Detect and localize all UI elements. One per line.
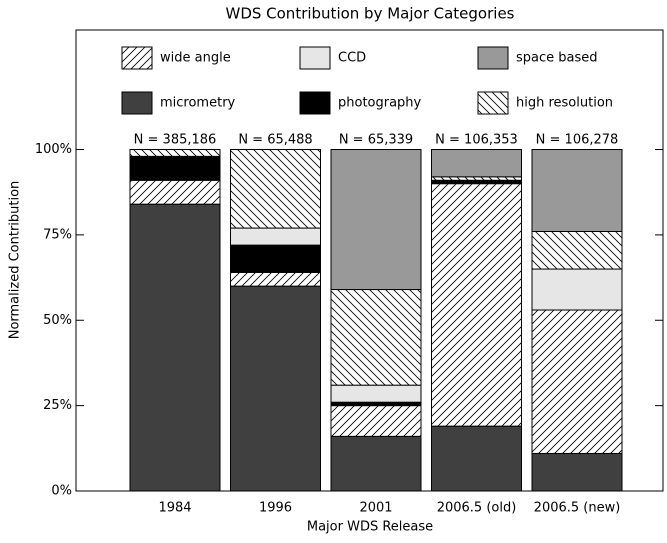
y-axis-label: Normalized Contribution <box>8 181 23 340</box>
legend-swatch <box>299 91 331 115</box>
bar-segment <box>330 401 422 407</box>
bar-segment <box>531 309 623 454</box>
legend-label: micrometry <box>160 96 236 111</box>
legend-swatch <box>299 46 331 70</box>
legend-label: photography <box>338 96 422 111</box>
bar-segment <box>129 179 221 205</box>
legend-label: CCD <box>338 51 366 66</box>
y-tick-label: 75% <box>43 227 72 242</box>
y-tick-label: 25% <box>43 398 72 413</box>
x-tick-label: 2001 <box>359 501 392 516</box>
x-axis-label: Major WDS Release <box>307 520 433 535</box>
bar-segment <box>129 155 221 181</box>
bar-segment <box>330 149 422 291</box>
x-tick-label: 1996 <box>259 501 292 516</box>
legend-swatch <box>477 46 509 70</box>
x-tick-label: 2006.5 (new) <box>534 501 621 516</box>
bar-segment <box>431 425 522 492</box>
bar-segment <box>431 149 522 178</box>
bar-annotation: N = 385,186 <box>134 133 217 148</box>
bar-segment <box>531 149 623 232</box>
y-tick-label: 50% <box>43 313 72 328</box>
chart-title: WDS Contribution by Major Categories <box>225 5 514 23</box>
bar-segment <box>230 149 321 229</box>
bar-annotation: N = 65,488 <box>238 133 312 148</box>
legend-swatch <box>121 91 153 115</box>
bar-segment <box>330 289 422 386</box>
bar-segment <box>230 271 321 287</box>
y-tick-label: 100% <box>35 142 72 157</box>
y-tick-label: 0% <box>51 484 72 499</box>
bar-annotation: N = 106,278 <box>536 133 619 148</box>
x-tick-label: 1984 <box>158 501 191 516</box>
bar-segment <box>330 384 422 403</box>
bar-segment <box>431 176 522 181</box>
bar-segment <box>431 179 522 185</box>
legend-label: high resolution <box>516 96 613 111</box>
legend-label: wide angle <box>160 51 231 66</box>
bar-segment <box>129 149 221 157</box>
bar-segment <box>230 285 321 492</box>
bar-segment <box>431 183 522 427</box>
bar-segment <box>531 230 623 270</box>
legend-swatch <box>121 46 153 70</box>
bar-segment <box>330 405 422 437</box>
bar-segment <box>531 452 623 492</box>
x-tick-label: 2006.5 (old) <box>437 501 517 516</box>
bar-segment <box>129 203 221 492</box>
bar-annotation: N = 106,353 <box>435 133 518 148</box>
bar-annotation: N = 65,339 <box>339 133 413 148</box>
bar-segment <box>230 244 321 273</box>
bar-segment <box>531 268 623 311</box>
bar-segment <box>230 227 321 246</box>
legend-swatch <box>477 91 509 115</box>
bar-segment <box>330 435 422 492</box>
legend-label: space based <box>516 51 598 66</box>
